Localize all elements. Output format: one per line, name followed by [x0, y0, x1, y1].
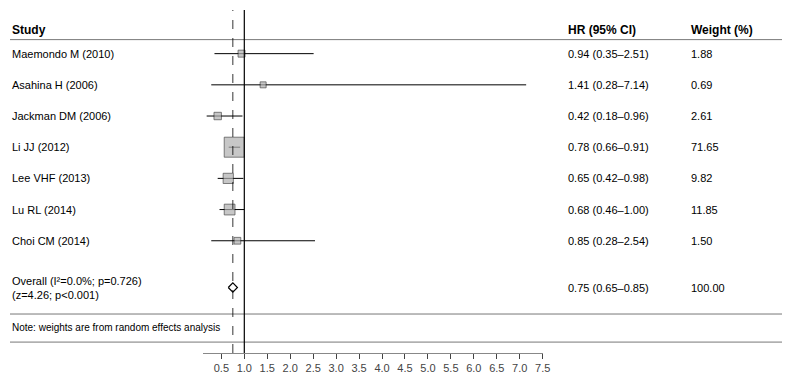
svg-text:1.88: 1.88	[691, 48, 712, 60]
svg-text:2.5: 2.5	[306, 362, 321, 374]
svg-text:Study: Study	[12, 23, 46, 37]
svg-text:7.0: 7.0	[512, 362, 527, 374]
svg-text:Maemondo M (2010): Maemondo M (2010)	[12, 48, 114, 60]
svg-text:0.69: 0.69	[691, 79, 712, 91]
svg-text:2.0: 2.0	[283, 362, 298, 374]
svg-text:0.75 (0.65–0.85): 0.75 (0.65–0.85)	[568, 282, 649, 294]
svg-text:Note: weights are from random: Note: weights are from random effects an…	[12, 322, 220, 333]
svg-text:1.5: 1.5	[260, 362, 275, 374]
svg-text:9.82: 9.82	[691, 172, 712, 184]
svg-text:100.00: 100.00	[691, 282, 725, 294]
svg-text:6.5: 6.5	[489, 362, 504, 374]
svg-text:5.5: 5.5	[443, 362, 458, 374]
svg-text:0.85 (0.28–2.54): 0.85 (0.28–2.54)	[568, 235, 649, 247]
svg-text:Lu RL (2014): Lu RL (2014)	[12, 204, 76, 216]
svg-text:1.0: 1.0	[237, 362, 252, 374]
svg-text:4.5: 4.5	[397, 362, 412, 374]
svg-text:0.5: 0.5	[214, 362, 229, 374]
svg-text:11.85: 11.85	[691, 204, 718, 216]
svg-text:0.68 (0.46–1.00): 0.68 (0.46–1.00)	[568, 204, 649, 216]
svg-text:7.5: 7.5	[535, 362, 550, 374]
svg-text:0.94 (0.35–2.51): 0.94 (0.35–2.51)	[568, 48, 649, 60]
svg-text:71.65: 71.65	[691, 141, 719, 153]
svg-text:0.42 (0.18–0.96): 0.42 (0.18–0.96)	[568, 110, 649, 122]
svg-text:1.41 (0.28–7.14): 1.41 (0.28–7.14)	[568, 79, 649, 91]
svg-text:Li JJ (2012): Li JJ (2012)	[12, 141, 69, 153]
svg-text:1.50: 1.50	[691, 235, 712, 247]
svg-text:Overall (I²=0.0%; p=0.726): Overall (I²=0.0%; p=0.726)	[12, 275, 142, 287]
svg-text:Weight (%): Weight (%)	[691, 23, 753, 37]
svg-text:Asahina H (2006): Asahina H (2006)	[12, 79, 98, 91]
svg-text:HR (95% CI): HR (95% CI)	[568, 23, 636, 37]
svg-text:5.0: 5.0	[420, 362, 435, 374]
svg-text:3.0: 3.0	[328, 362, 343, 374]
svg-text:Jackman DM (2006): Jackman DM (2006)	[12, 110, 111, 122]
svg-text:Choi CM (2014): Choi CM (2014)	[12, 235, 90, 247]
svg-text:6.0: 6.0	[466, 362, 481, 374]
svg-text:0.78 (0.66–0.91): 0.78 (0.66–0.91)	[568, 141, 649, 153]
svg-text:Lee VHF (2013): Lee VHF (2013)	[12, 172, 90, 184]
svg-text:4.0: 4.0	[374, 362, 389, 374]
svg-text:3.5: 3.5	[351, 362, 366, 374]
svg-text:2.61: 2.61	[691, 110, 712, 122]
svg-text:(z=4.26; p<0.001): (z=4.26; p<0.001)	[12, 289, 99, 301]
svg-text:0.65 (0.42–0.98): 0.65 (0.42–0.98)	[568, 172, 649, 184]
